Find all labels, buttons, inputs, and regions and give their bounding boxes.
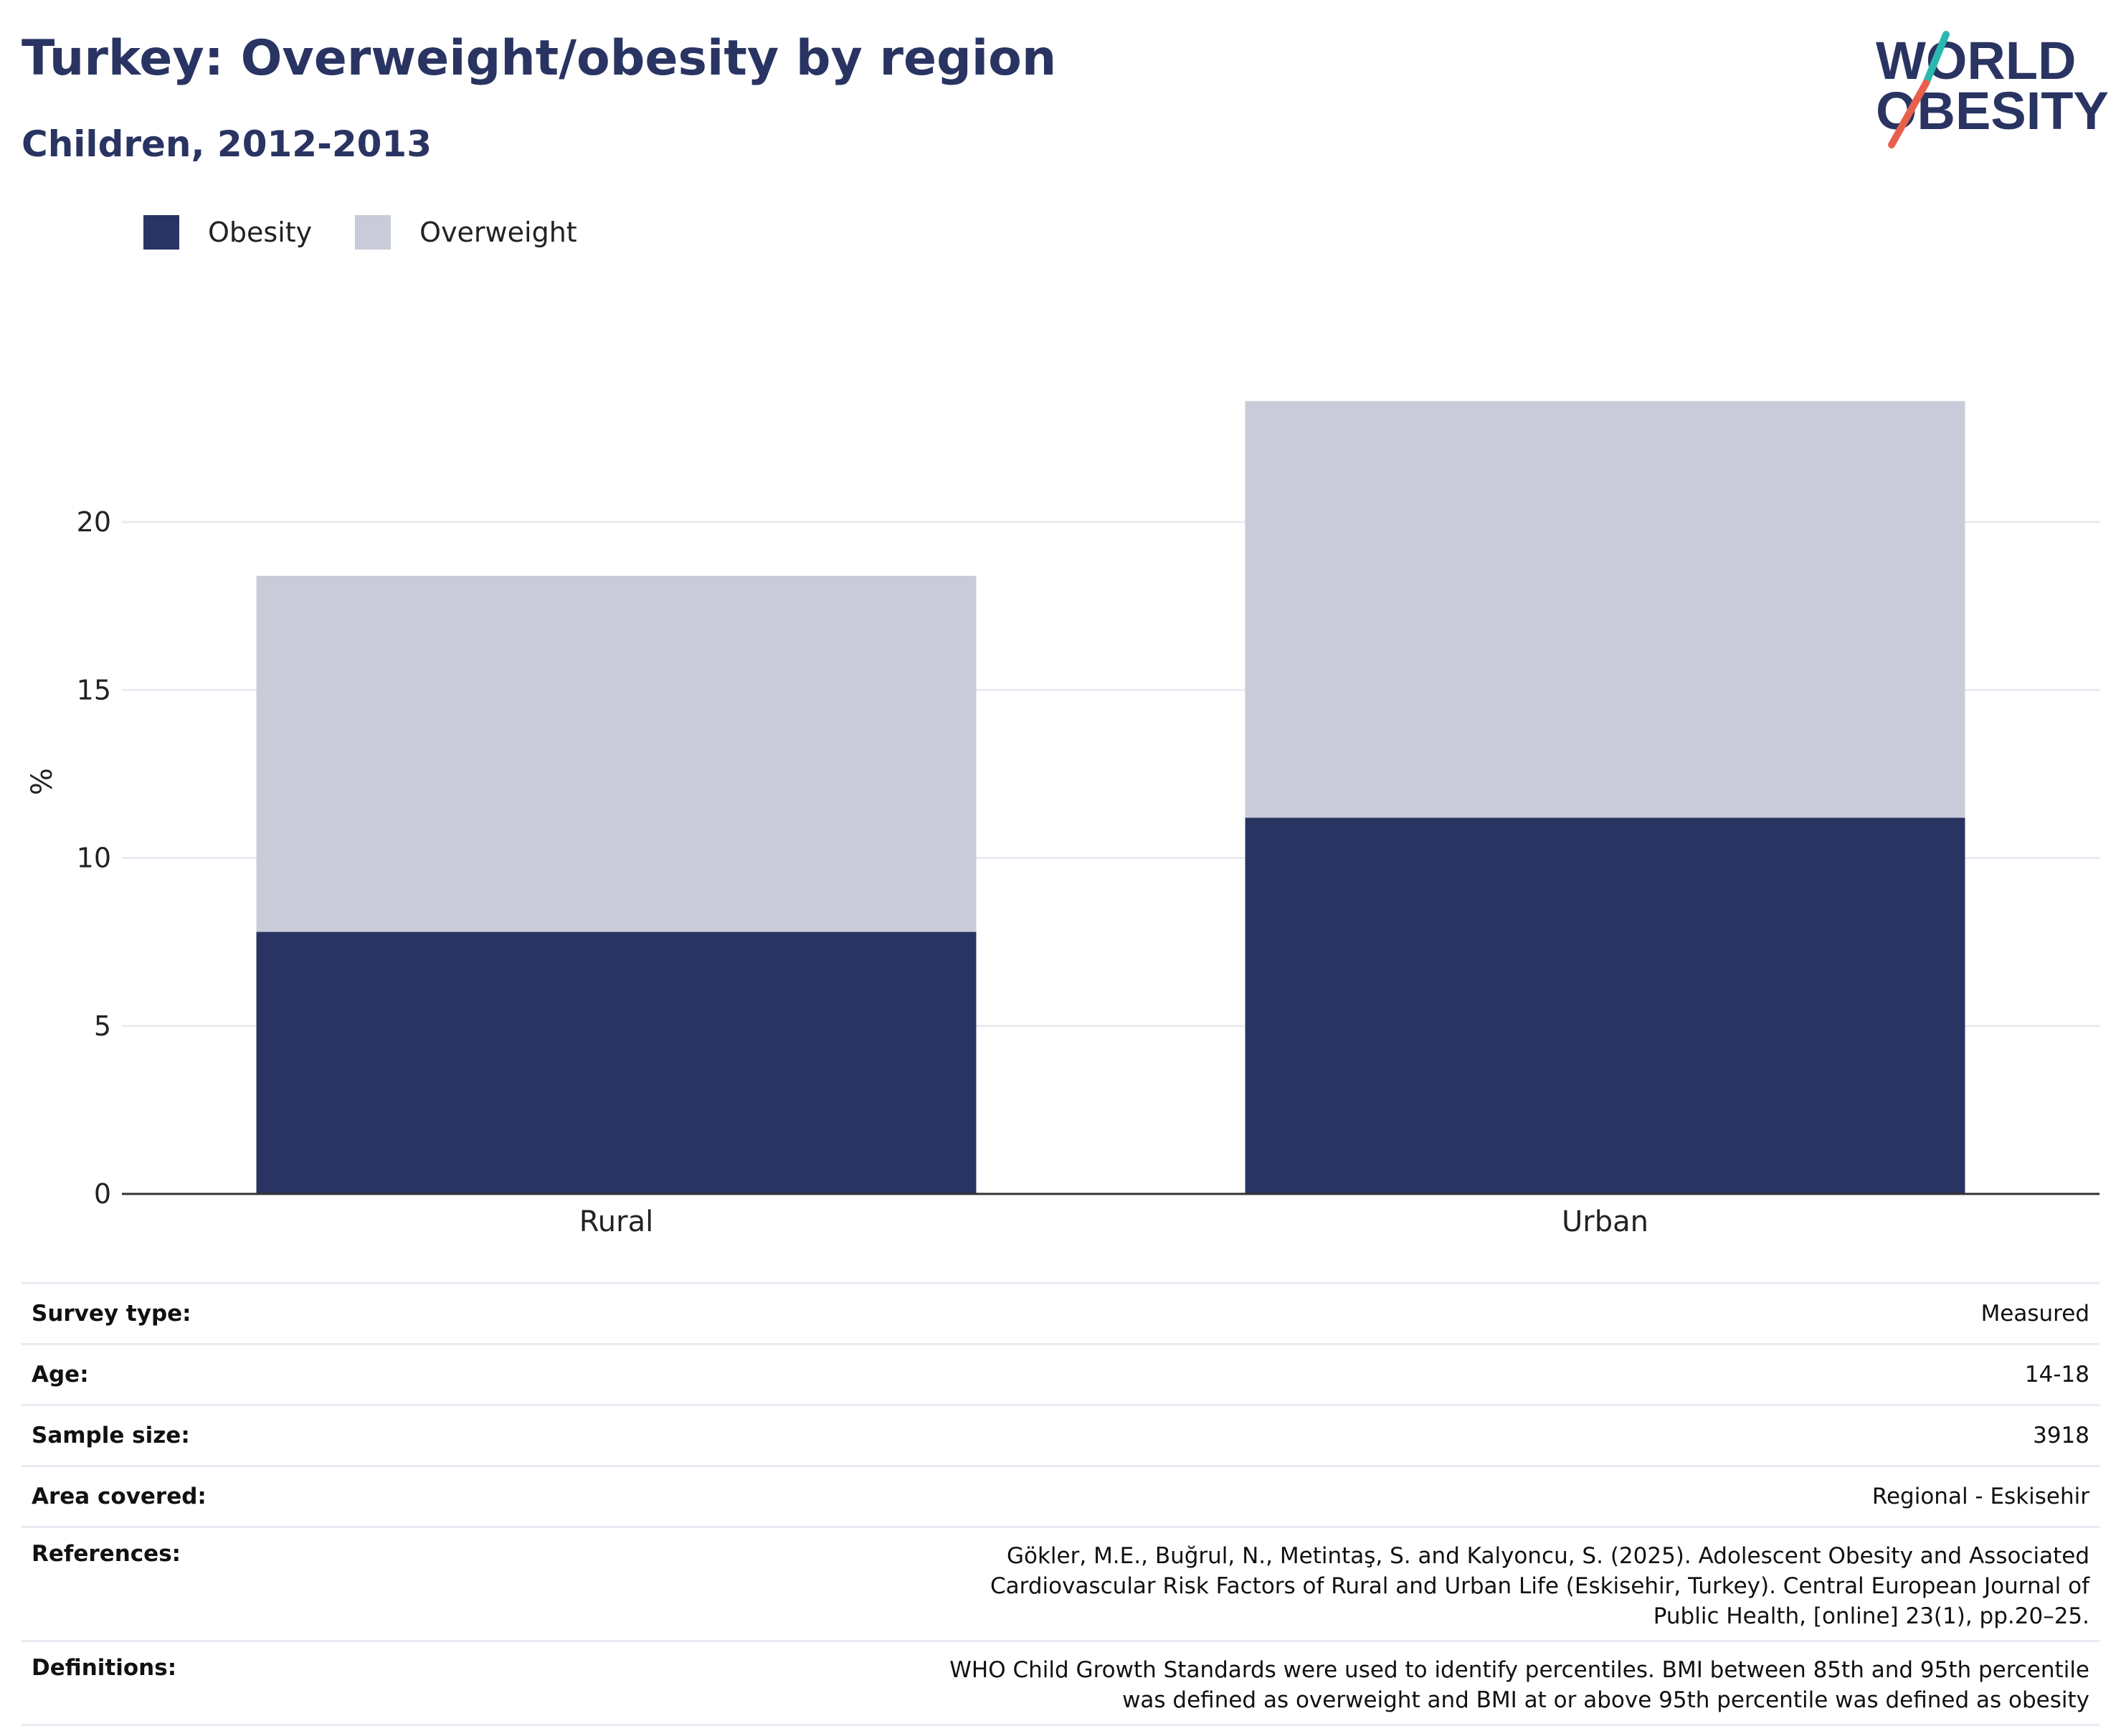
age-label: Age: [22, 1344, 414, 1406]
page-subtitle: Children, 2012-2013 [22, 123, 432, 165]
table-row: Sample size: 3918 [22, 1405, 2099, 1467]
table-row: Age: 14-18 [22, 1344, 2099, 1406]
stacked-bar-chart: 0 5 10 15 20% Rural Urban [26, 401, 2099, 1238]
logo-line1: WORLD [1876, 31, 2077, 90]
bar-obesity-urban [1245, 817, 1965, 1194]
logo-slash-teal [1922, 31, 1950, 87]
y-tick-label: 10 [77, 843, 111, 874]
legend-item-obesity[interactable]: Obesity [143, 215, 312, 250]
logo-slash-coral [1888, 80, 1930, 148]
world-obesity-logo: WORLD OBESITY [1876, 31, 2108, 148]
definitions-value: WHO Child Growth Standards were used to … [414, 1641, 2099, 1726]
x-tick-label: Rural [579, 1205, 653, 1238]
references-label: References: [22, 1527, 414, 1642]
legend-item-overweight[interactable]: Overweight [355, 215, 577, 250]
y-tick-label: 0 [94, 1178, 111, 1210]
survey-type-value: Measured [414, 1282, 2099, 1345]
sample-size-value: 3918 [414, 1405, 2099, 1467]
y-axis-label: % [26, 768, 59, 795]
table-row: Survey type: Measured [22, 1282, 2099, 1345]
legend-label-obesity: Obesity [208, 217, 313, 248]
legend-swatch-obesity [143, 215, 179, 250]
bar-overweight-rural [256, 575, 977, 932]
page-title: Turkey: Overweight/obesity by region [22, 30, 1057, 87]
legend-swatch-overweight [355, 215, 392, 250]
y-tick-label: 20 [77, 506, 111, 538]
bar-overweight-urban [1245, 401, 1965, 818]
table-row: Area covered: Regional - Eskisehir [22, 1466, 2099, 1528]
table-row: References: Gökler, M.E., Buğrul, N., Me… [22, 1527, 2099, 1642]
survey-type-label: Survey type: [22, 1282, 414, 1345]
y-tick-label: 5 [94, 1010, 111, 1042]
survey-info-table: Survey type: Measured Age: 14-18 Sample … [22, 1282, 2099, 1726]
legend-label-overweight: Overweight [419, 217, 577, 248]
y-tick-label: 15 [77, 674, 111, 706]
age-value: 14-18 [414, 1344, 2099, 1406]
references-value: Gökler, M.E., Buğrul, N., Metintaş, S. a… [414, 1527, 2099, 1642]
x-tick-label: Urban [1562, 1205, 1648, 1238]
chart-legend: Obesity Overweight [143, 214, 620, 251]
sample-size-label: Sample size: [22, 1405, 414, 1467]
area-covered-label: Area covered: [22, 1466, 414, 1528]
bar-obesity-rural [256, 931, 977, 1194]
definitions-label: Definitions: [22, 1641, 414, 1726]
area-covered-value: Regional - Eskisehir [414, 1466, 2099, 1528]
table-row: Definitions: WHO Child Growth Standards … [22, 1641, 2099, 1726]
